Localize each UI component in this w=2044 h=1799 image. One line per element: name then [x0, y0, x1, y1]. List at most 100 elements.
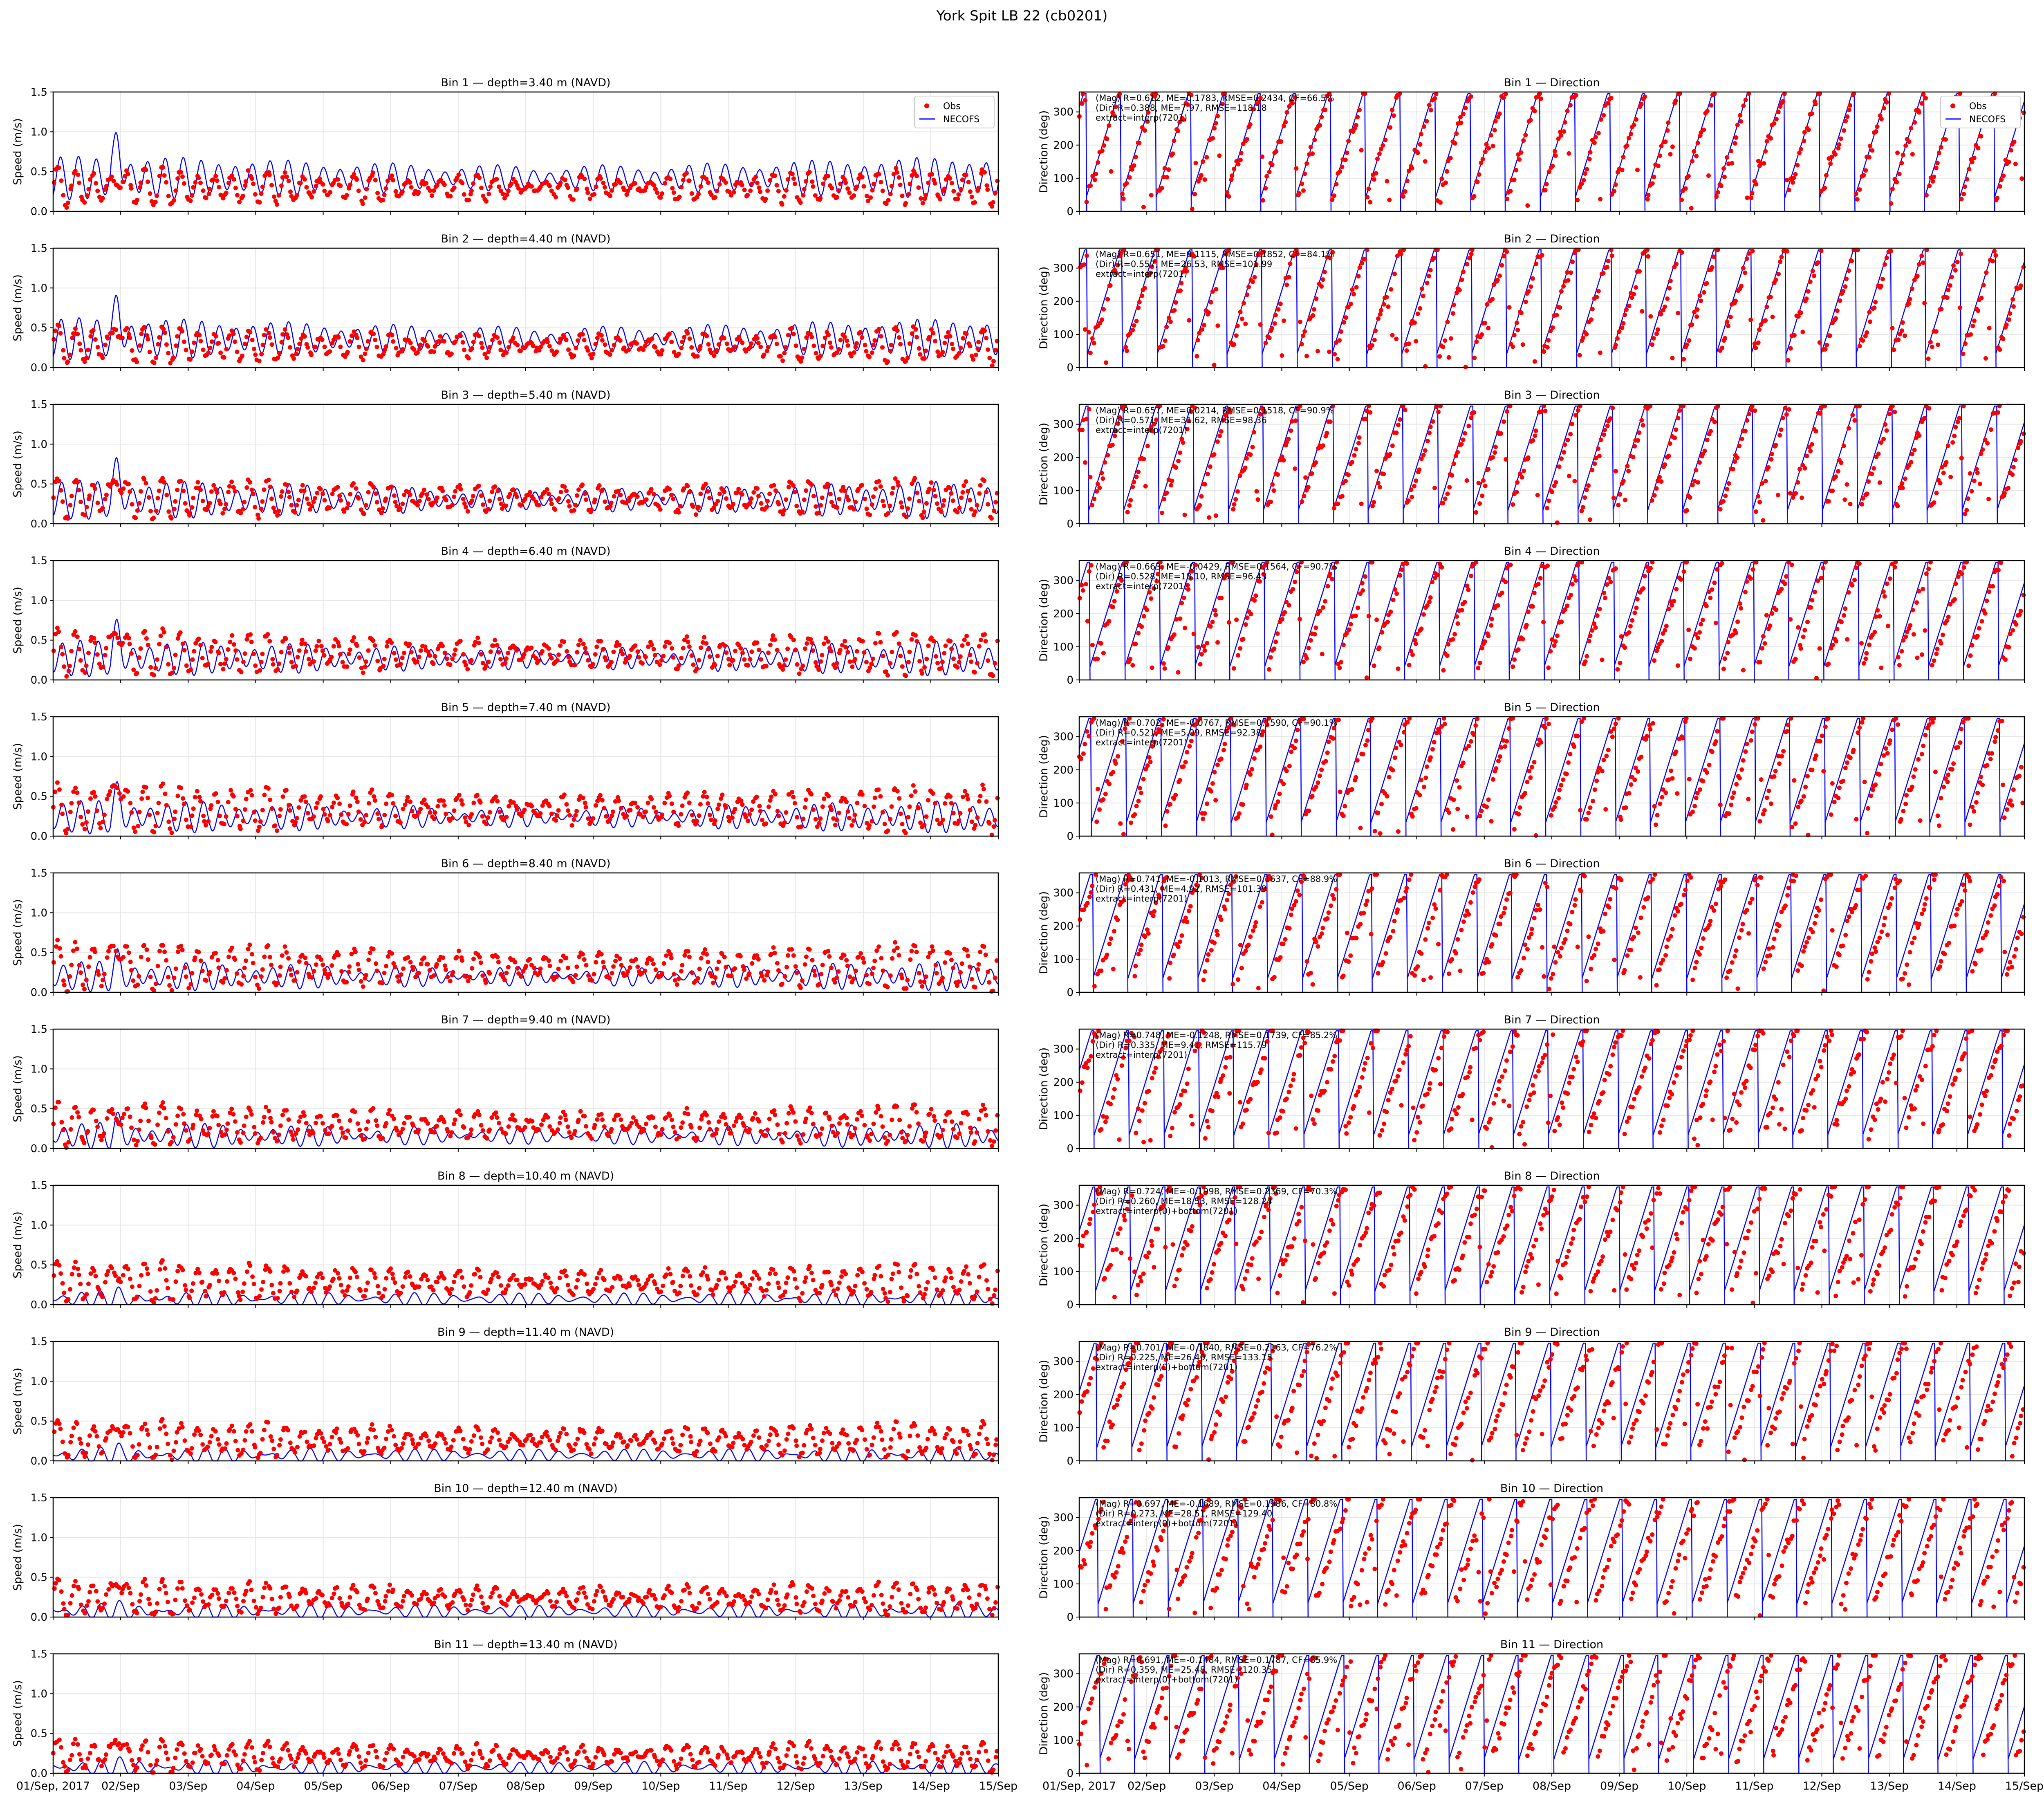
obs-point	[1466, 588, 1471, 592]
obs-point	[471, 493, 475, 498]
obs-point	[181, 796, 185, 801]
obs-point	[1328, 419, 1333, 424]
obs-point	[704, 794, 709, 799]
obs-point	[948, 176, 953, 181]
obs-point	[612, 494, 616, 499]
obs-point	[1501, 95, 1506, 100]
obs-point	[1959, 572, 1964, 576]
obs-point	[1359, 501, 1364, 506]
obs-point	[363, 664, 368, 669]
obs-point	[1632, 444, 1637, 449]
obs-point	[1884, 256, 1889, 260]
obs-point	[1414, 478, 1419, 483]
obs-point	[529, 804, 534, 809]
obs-point	[894, 166, 899, 170]
obs-point	[1815, 260, 1820, 265]
obs-point	[84, 505, 89, 509]
obs-point	[1629, 132, 1634, 137]
obs-point	[1955, 260, 1960, 265]
obs-point	[1144, 608, 1149, 612]
obs-point	[1753, 509, 1758, 514]
obs-point	[268, 797, 273, 802]
obs-point	[867, 512, 872, 517]
obs-point	[1436, 410, 1441, 415]
obs-point	[1176, 129, 1180, 133]
obs-point	[1812, 590, 1817, 594]
obs-point	[86, 187, 91, 192]
obs-point	[1476, 481, 1481, 485]
obs-point	[1676, 311, 1681, 316]
obs-point	[1627, 630, 1632, 635]
obs-point	[354, 486, 359, 491]
obs-point	[1520, 342, 1525, 347]
obs-point	[314, 805, 318, 810]
obs-point	[1912, 447, 1917, 452]
obs-point	[776, 502, 781, 507]
obs-point	[1179, 281, 1184, 286]
obs-point	[119, 490, 124, 495]
obs-point	[105, 336, 110, 341]
obs-point	[845, 338, 849, 343]
obs-point	[536, 658, 541, 663]
obs-point	[1881, 106, 1886, 111]
obs-point	[516, 186, 521, 191]
obs-point	[1966, 496, 1970, 501]
obs-point	[1133, 155, 1138, 159]
obs-point	[1568, 103, 1573, 108]
obs-point	[1499, 263, 1504, 268]
obs-point	[363, 503, 368, 508]
obs-point	[1450, 311, 1455, 316]
obs-point	[191, 806, 196, 811]
obs-point	[685, 484, 690, 489]
obs-point	[1846, 426, 1851, 431]
obs-point	[1979, 134, 1983, 139]
obs-point	[217, 185, 222, 190]
obs-point	[1302, 329, 1307, 334]
obs-point	[1225, 190, 1230, 195]
obs-point	[1288, 261, 1293, 266]
obs-point	[1959, 251, 1963, 256]
obs-point	[740, 802, 745, 807]
obs-point	[1901, 638, 1906, 643]
obs-point	[1418, 142, 1423, 147]
obs-point	[1895, 504, 1900, 509]
obs-point	[1701, 290, 1706, 295]
obs-point	[731, 190, 736, 195]
obs-point	[1651, 336, 1656, 341]
obs-point	[1398, 417, 1403, 422]
obs-point	[1679, 197, 1684, 202]
obs-point	[246, 168, 251, 173]
obs-point	[1538, 576, 1543, 581]
obs-point	[302, 334, 307, 339]
obs-point	[924, 501, 929, 506]
obs-point	[1520, 637, 1525, 642]
obs-point	[652, 183, 657, 188]
obs-point	[131, 825, 136, 830]
obs-point	[695, 195, 699, 200]
obs-point	[951, 656, 956, 661]
obs-point	[335, 796, 340, 801]
obs-point	[962, 637, 967, 642]
obs-point	[130, 348, 134, 353]
obs-point	[1304, 161, 1309, 166]
obs-point	[372, 643, 377, 648]
obs-point	[1605, 265, 1609, 269]
obs-point	[1128, 657, 1133, 662]
obs-point	[424, 181, 429, 186]
obs-point	[279, 494, 284, 499]
obs-point	[61, 193, 66, 197]
obs-point	[571, 197, 576, 202]
obs-point	[1681, 569, 1686, 574]
obs-point	[843, 180, 848, 185]
obs-point	[1520, 475, 1524, 480]
legend-box	[914, 96, 995, 128]
y-tick-label: 1.0	[31, 594, 47, 607]
obs-point	[681, 178, 686, 182]
obs-point	[1995, 196, 2000, 201]
obs-point	[1894, 180, 1899, 185]
obs-point	[1674, 587, 1679, 592]
obs-point	[1421, 294, 1425, 298]
obs-point	[1802, 628, 1807, 633]
